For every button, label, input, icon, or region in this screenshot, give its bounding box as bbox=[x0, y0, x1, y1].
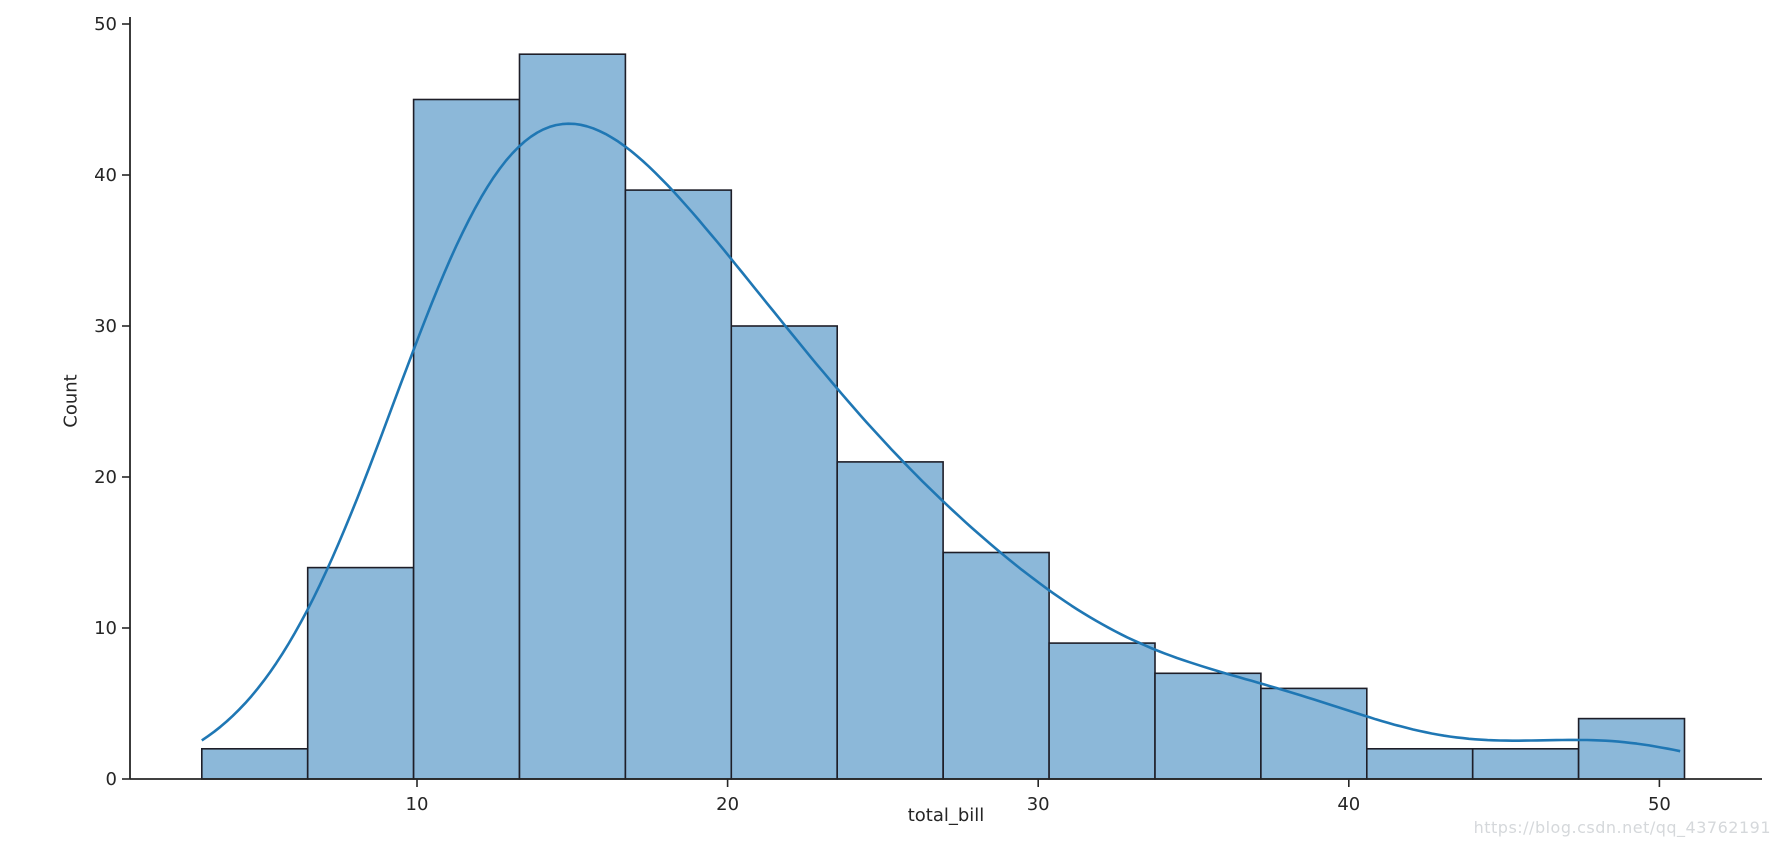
histogram-bar bbox=[1048, 642, 1156, 780]
histogram-bar bbox=[836, 461, 944, 780]
histogram-bar bbox=[942, 551, 1050, 780]
x-tick-label: 40 bbox=[1337, 794, 1360, 815]
x-tick-label: 50 bbox=[1648, 794, 1671, 815]
histogram-bar bbox=[1154, 672, 1262, 780]
x-tick-label: 30 bbox=[1027, 794, 1050, 815]
y-tick-label: 40 bbox=[94, 165, 117, 186]
x-tick-label: 20 bbox=[716, 794, 739, 815]
histogram-bar bbox=[518, 53, 627, 780]
y-tick-label: 50 bbox=[94, 14, 117, 35]
y-axis-label: Count bbox=[60, 374, 82, 428]
y-tick-label: 20 bbox=[94, 467, 117, 488]
x-tick-label: 10 bbox=[406, 794, 429, 815]
histogram-bar bbox=[1366, 747, 1474, 780]
kde-line bbox=[201, 122, 1681, 753]
histogram-bar bbox=[201, 747, 309, 780]
y-tick-label: 0 bbox=[106, 769, 117, 790]
histogram-bar bbox=[412, 98, 521, 780]
y-tick-label: 30 bbox=[94, 316, 117, 337]
y-tick-label: 10 bbox=[94, 618, 117, 639]
x-axis-label: total_bill bbox=[907, 805, 985, 826]
histogram-bar bbox=[624, 189, 733, 780]
histogram-bar bbox=[1260, 687, 1368, 780]
histogram-bar bbox=[306, 566, 415, 780]
histogram-bar bbox=[730, 325, 838, 780]
watermark-url: https://blog.csdn.net/qq_43762191 bbox=[1473, 818, 1771, 837]
histogram-bar bbox=[1471, 747, 1580, 780]
